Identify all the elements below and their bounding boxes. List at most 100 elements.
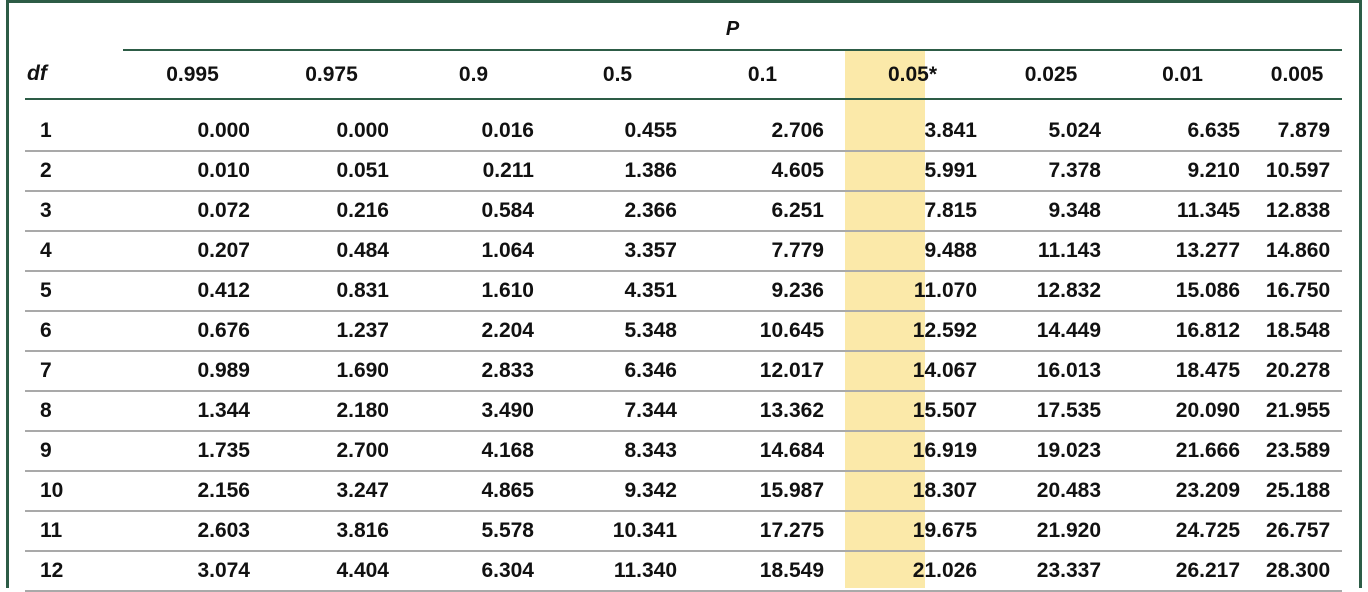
value-cell: 1.237	[262, 311, 401, 352]
value-cell: 7.378	[989, 151, 1113, 192]
value-cell: 2.603	[123, 511, 262, 552]
value-cell: 1.690	[262, 351, 401, 392]
column-header-p-2: 0.9	[401, 50, 546, 100]
value-cell: 18.307	[836, 471, 989, 512]
table-row: 2 0.010 0.051 0.211 1.386 4.605 5.991 7.378 9.21…	[25, 151, 1343, 192]
df-cell: 12	[25, 551, 123, 592]
value-cell: 14.684	[689, 431, 836, 472]
column-header-p-6: 0.025	[989, 50, 1113, 100]
value-cell: 14.067	[836, 351, 989, 392]
value-cell: 9.210	[1113, 151, 1252, 192]
value-cell: 18.475	[1113, 351, 1252, 392]
frame-top-border	[6, 0, 1362, 3]
column-header-p-3: 0.5	[546, 50, 689, 100]
value-cell: 2.366	[546, 191, 689, 232]
value-cell: 11.070	[836, 271, 989, 312]
value-cell: 16.812	[1113, 311, 1252, 352]
value-cell: 12.592	[836, 311, 989, 352]
table-row: 1 0.000 0.000 0.016 0.455 2.706 3.841 5.024 6.63…	[25, 112, 1343, 152]
value-cell: 16.750	[1252, 271, 1343, 312]
value-cell: 7.779	[689, 231, 836, 272]
column-header-p-5: 0.05*	[836, 50, 989, 100]
value-cell: 0.207	[123, 231, 262, 272]
column-header-p-4: 0.1	[689, 50, 836, 100]
value-cell: 3.841	[836, 112, 989, 152]
value-cell: 25.188	[1252, 471, 1343, 512]
value-cell: 21.026	[836, 551, 989, 592]
value-cell: 9.342	[546, 471, 689, 512]
value-cell: 1.386	[546, 151, 689, 192]
value-cell: 2.204	[401, 311, 546, 352]
value-cell: 0.051	[262, 151, 401, 192]
value-cell: 26.217	[1113, 551, 1252, 592]
value-cell: 3.490	[401, 391, 546, 432]
table-row: 7 0.989 1.690 2.833 6.346 12.017 14.067 16.013 1…	[25, 351, 1343, 392]
value-cell: 7.815	[836, 191, 989, 232]
df-cell: 6	[25, 311, 123, 352]
value-cell: 3.074	[123, 551, 262, 592]
table-row: 9 1.735 2.700 4.168 8.343 14.684 16.919 19.023 2…	[25, 431, 1343, 472]
value-cell: 2.700	[262, 431, 401, 472]
table-row: 4 0.207 0.484 1.064 3.357 7.779 9.488 11.143 13.…	[25, 231, 1343, 272]
df-cell: 3	[25, 191, 123, 232]
value-cell: 9.348	[989, 191, 1113, 232]
value-cell: 16.919	[836, 431, 989, 472]
value-cell: 23.337	[989, 551, 1113, 592]
value-cell: 9.236	[689, 271, 836, 312]
value-cell: 0.072	[123, 191, 262, 232]
value-cell: 0.484	[262, 231, 401, 272]
frame-left-border	[6, 0, 9, 588]
table-row: 11 2.603 3.816 5.578 10.341 17.275 19.675 21.92…	[25, 511, 1343, 552]
value-cell: 20.090	[1113, 391, 1252, 432]
p-header-row: P	[25, 9, 1343, 51]
table-row: 5 0.412 0.831 1.610 4.351 9.236 11.070 12.832 15…	[25, 271, 1343, 312]
value-cell: 11.143	[989, 231, 1113, 272]
value-cell: 26.757	[1252, 511, 1343, 552]
header-spacer-row	[25, 99, 1342, 112]
p-header: P	[123, 9, 1343, 51]
value-cell: 14.449	[989, 311, 1113, 352]
value-cell: 7.344	[546, 391, 689, 432]
value-cell: 14.860	[1252, 231, 1343, 272]
df-cell: 9	[25, 431, 123, 472]
value-cell: 12.838	[1252, 191, 1343, 232]
df-cell: 5	[25, 271, 123, 312]
df-cell: 7	[25, 351, 123, 392]
value-cell: 5.578	[401, 511, 546, 552]
value-cell: 21.666	[1113, 431, 1252, 472]
df-header: df	[25, 50, 123, 100]
value-cell: 23.589	[1252, 431, 1343, 472]
value-cell: 16.013	[989, 351, 1113, 392]
value-cell: 7.879	[1252, 112, 1343, 152]
value-cell: 3.357	[546, 231, 689, 272]
value-cell: 2.833	[401, 351, 546, 392]
value-cell: 1.344	[123, 391, 262, 432]
chi-square-table: P df 0.995 0.975 0.9 0.5 0.1 0.05* 0.025 0.01 0.…	[25, 9, 1343, 592]
value-cell: 3.816	[262, 511, 401, 552]
table-row: 12 3.074 4.404 6.304 11.340 18.549 21.026 23.33…	[25, 551, 1343, 592]
value-cell: 9.488	[836, 231, 989, 272]
value-cell: 8.343	[546, 431, 689, 472]
frame-right-border	[1359, 0, 1362, 588]
value-cell: 2.706	[689, 112, 836, 152]
value-cell: 0.989	[123, 351, 262, 392]
value-cell: 23.209	[1113, 471, 1252, 512]
df-cell: 2	[25, 151, 123, 192]
column-header-p-7: 0.01	[1113, 50, 1252, 100]
table-row: 10 2.156 3.247 4.865 9.342 15.987 18.307 20.483…	[25, 471, 1343, 512]
value-cell: 15.987	[689, 471, 836, 512]
value-cell: 4.605	[689, 151, 836, 192]
table-row: 6 0.676 1.237 2.204 5.348 10.645 12.592 14.449 1…	[25, 311, 1343, 352]
value-cell: 0.455	[546, 112, 689, 152]
value-cell: 0.211	[401, 151, 546, 192]
table-row: 3 0.072 0.216 0.584 2.366 6.251 7.815 9.348 11.3…	[25, 191, 1343, 232]
value-cell: 0.584	[401, 191, 546, 232]
value-cell: 2.156	[123, 471, 262, 512]
df-cell: 11	[25, 511, 123, 552]
value-cell: 19.675	[836, 511, 989, 552]
value-cell: 4.404	[262, 551, 401, 592]
value-cell: 11.345	[1113, 191, 1252, 232]
value-cell: 1.735	[123, 431, 262, 472]
value-cell: 6.346	[546, 351, 689, 392]
